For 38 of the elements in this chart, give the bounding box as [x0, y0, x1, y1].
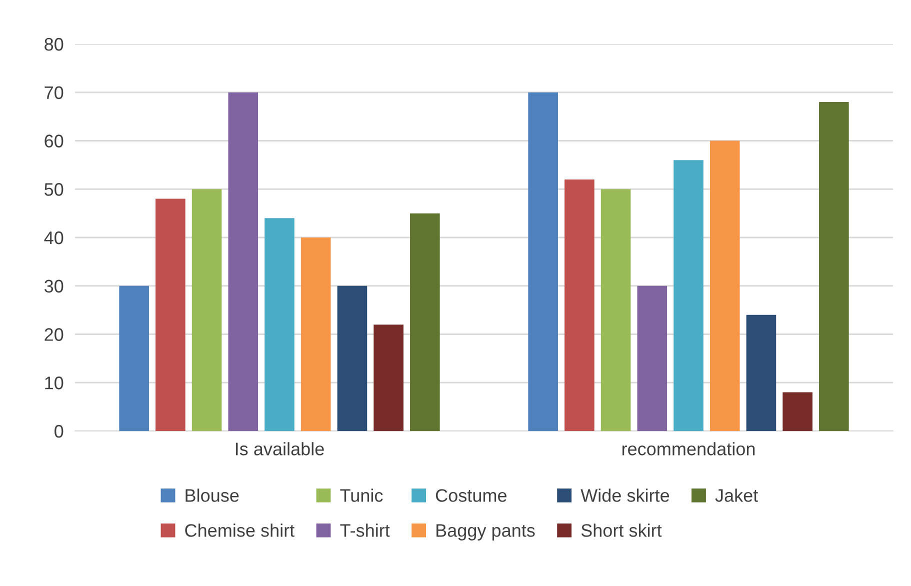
y-tick-label: 50	[44, 183, 64, 196]
legend-label: Baggy pants	[436, 524, 535, 540]
bar	[119, 286, 149, 431]
bar	[819, 102, 849, 431]
y-tick-label: 60	[44, 134, 64, 148]
legend-label: Jaket	[715, 488, 758, 502]
legend-label: T-shirt	[340, 524, 390, 537]
bar	[600, 189, 631, 431]
y-tick-label: 20	[44, 328, 64, 341]
bar	[782, 392, 812, 431]
legend-label: Short skirt	[581, 524, 662, 537]
bar	[746, 314, 776, 431]
y-tick-label: 10	[45, 376, 64, 390]
bar	[300, 238, 331, 431]
bar	[156, 198, 186, 431]
y-tick-label: 30	[44, 280, 64, 293]
x-tick-label: recommendation	[622, 442, 755, 456]
legend-label: Blouse	[186, 488, 239, 502]
bar	[528, 92, 558, 431]
bar	[710, 140, 740, 431]
bar	[564, 179, 594, 431]
legend-label: Wide skirte	[580, 488, 670, 502]
bar	[374, 324, 404, 431]
y-tick-label: 40	[44, 231, 64, 244]
bar	[337, 286, 368, 431]
legend-label: Chemise shirt	[185, 524, 294, 537]
y-tick-label: 70	[44, 86, 64, 100]
y-tick-label: 80	[44, 38, 64, 51]
bar	[228, 92, 258, 431]
y-tick-label: 0	[54, 424, 64, 438]
bar	[264, 218, 294, 431]
bar	[192, 189, 222, 431]
bar	[410, 213, 440, 431]
legend-label: Costume	[436, 489, 506, 502]
legend-label: Tunic	[340, 488, 383, 502]
x-tick-label: Is available	[236, 442, 324, 456]
bar	[674, 160, 704, 431]
bar	[637, 286, 668, 431]
